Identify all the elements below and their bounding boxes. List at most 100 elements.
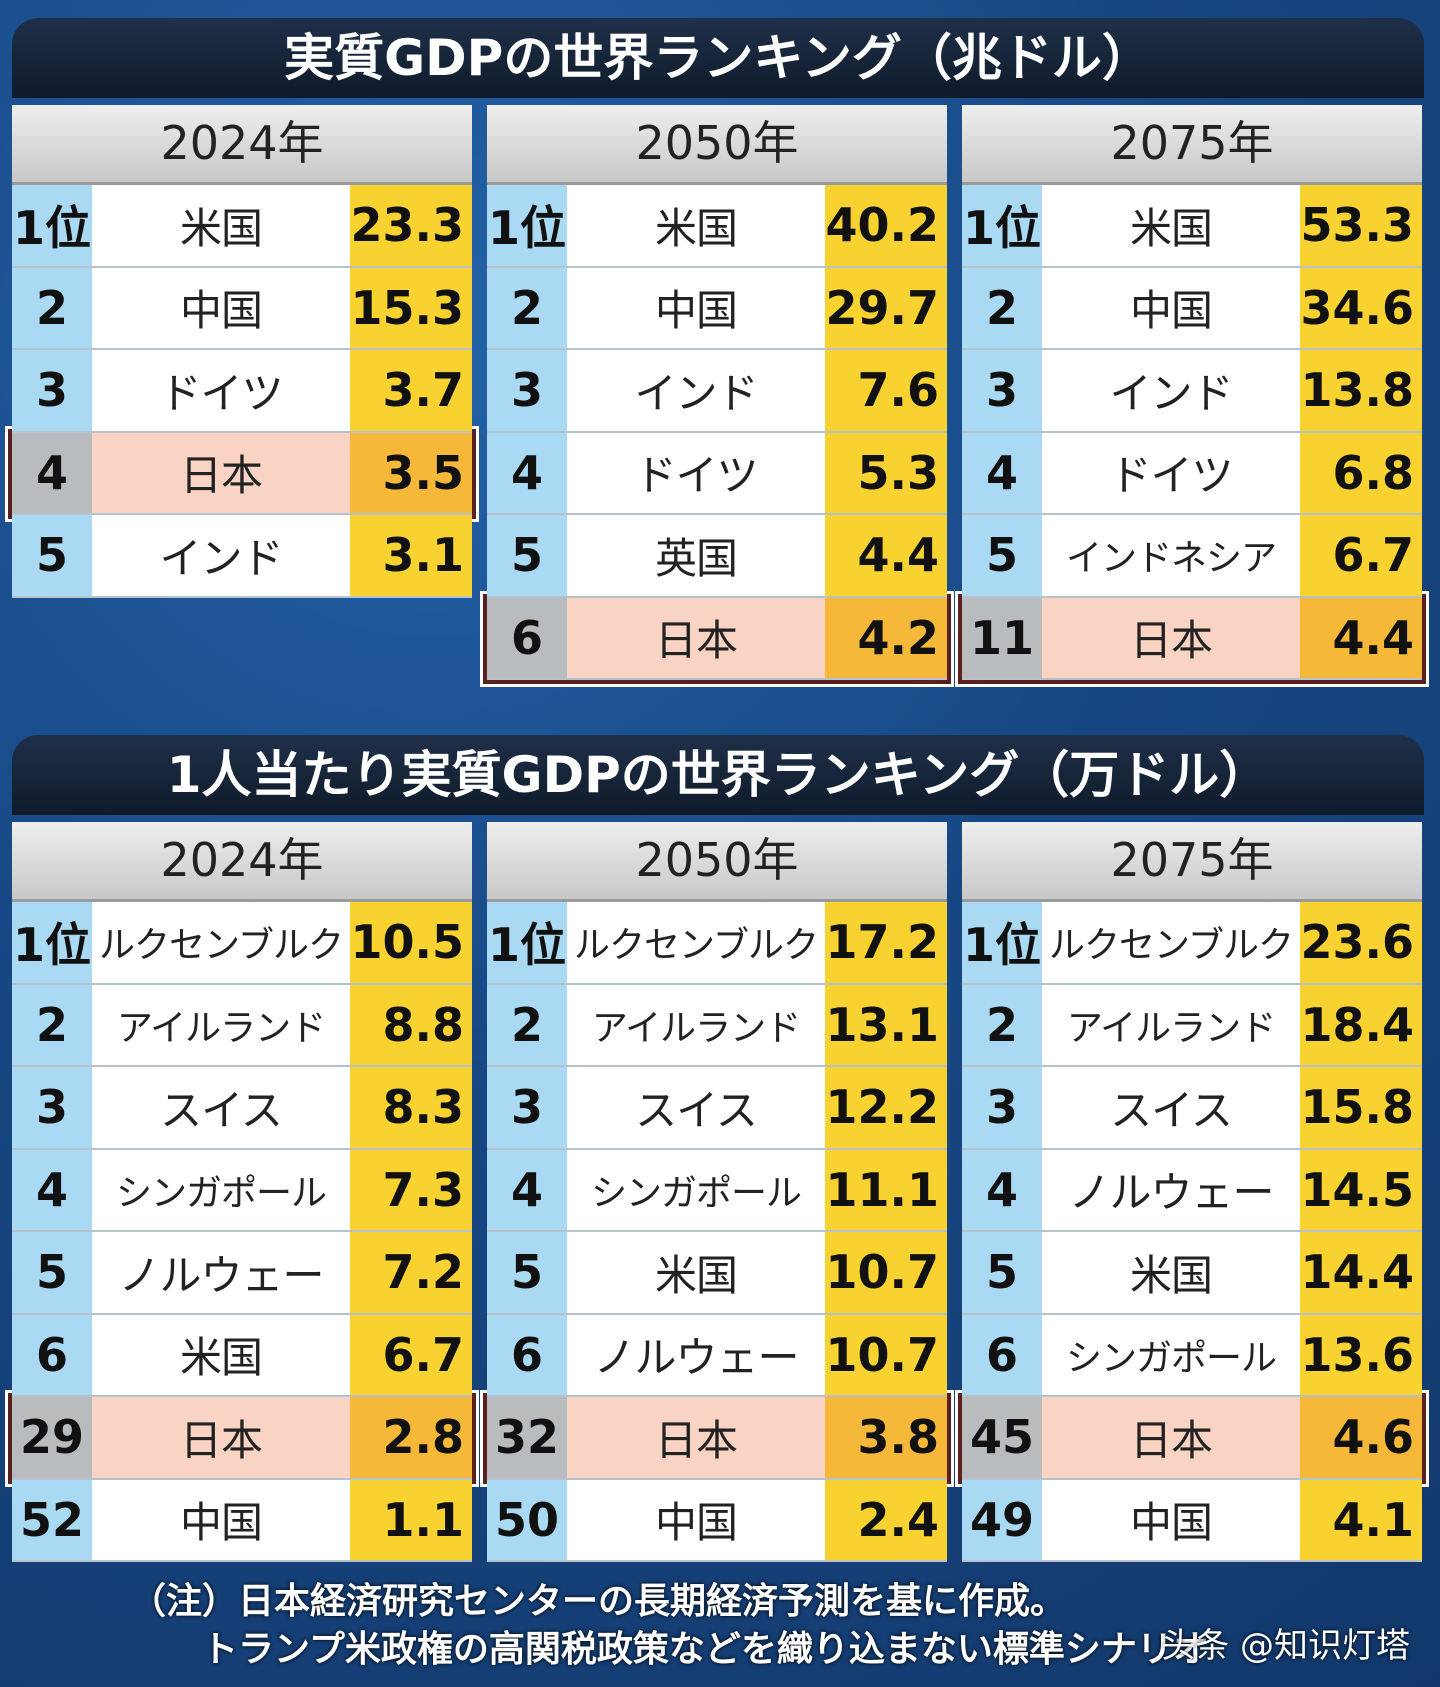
footnote: （注）日本経済研究センターの長期経済予測を基に作成。 トランプ米政権の高関税政策… <box>130 1578 1209 1674</box>
rank-cell: 1位 <box>962 902 1042 983</box>
rank-cell: 1位 <box>12 902 92 983</box>
country-cell: 米国 <box>179 203 263 253</box>
table-row: 2 アイルランド 18.4 <box>962 984 1422 1067</box>
table-row: 1位 ルクセンブルク 23.6 <box>962 902 1422 985</box>
value-cell: 1.1 <box>350 1479 472 1560</box>
table-column-gdp-per-capita-2024年: 2024年 1位 ルクセンブルク 10.5 2 アイルランド 8.8 3 スイス 8.3 4 シンガポ… <box>12 822 472 1562</box>
value-cell: 10.7 <box>825 1314 947 1395</box>
value-cell: 18.4 <box>1300 984 1422 1065</box>
section-title-gdp-per-capita: 1人当たり実質GDPの世界ランキング（万ドル） <box>12 735 1424 815</box>
country-cell: ルクセンブルク <box>1049 925 1294 967</box>
japan-row: 11 日本 4.4 <box>962 597 1422 680</box>
value-cell: 2.8 <box>350 1397 472 1478</box>
year-header: 2050年 <box>487 105 947 185</box>
country-cell: インド <box>634 368 758 418</box>
country-cell: 日本 <box>654 1415 738 1465</box>
footnote-line-2: トランプ米政権の高関税政策などを織り込まない標準シナリオ <box>202 1629 1209 1670</box>
country-cell: 米国 <box>1129 203 1213 253</box>
country-cell: 米国 <box>654 203 738 253</box>
rank-cell: 2 <box>487 267 567 348</box>
country-cell: スイス <box>635 1085 758 1135</box>
country-cell: 米国 <box>179 1333 263 1383</box>
table-row: 5 米国 10.7 <box>487 1232 947 1315</box>
country-cell: ドイツ <box>159 368 283 418</box>
value-cell: 10.7 <box>825 1232 947 1313</box>
rank-cell: 3 <box>487 1067 567 1148</box>
table-row: 6 ノルウェー 10.7 <box>487 1314 947 1397</box>
rank-cell: 2 <box>12 984 92 1065</box>
table-row: 5 英国 4.4 <box>487 515 947 598</box>
rank-cell: 1位 <box>487 902 567 983</box>
country-cell: インド <box>159 533 283 583</box>
table-row: 1位 米国 40.2 <box>487 185 947 268</box>
table-column-gdp-per-capita-2075年: 2075年 1位 ルクセンブルク 23.6 2 アイルランド 18.4 3 スイス 15.8 4 ノル… <box>962 822 1422 1562</box>
table-column-gdp-2050年: 2050年 1位 米国 40.2 2 中国 29.7 3 インド 7.6 4 ドイツ 5.3 5 英国 4.4… <box>487 105 947 680</box>
rank-cell: 3 <box>12 350 92 431</box>
value-cell: 6.7 <box>350 1314 472 1395</box>
table-row: 2 中国 34.6 <box>962 267 1422 350</box>
country-cell: 米国 <box>654 1250 738 1300</box>
footnote-line-1: （注）日本経済研究センターの長期経済予測を基に作成。 <box>130 1581 1067 1622</box>
rank-cell: 4 <box>962 432 1042 513</box>
value-cell: 15.8 <box>1300 1067 1422 1148</box>
year-header: 2024年 <box>12 822 472 902</box>
country-cell: 日本 <box>179 1415 263 1465</box>
value-cell: 34.6 <box>1300 267 1422 348</box>
value-cell: 6.8 <box>1300 432 1422 513</box>
table-row: 4 シンガポール 7.3 <box>12 1149 472 1232</box>
rank-cell: 32 <box>487 1397 567 1478</box>
country-cell: アイルランド <box>591 1007 801 1049</box>
year-header: 2075年 <box>962 822 1422 902</box>
rank-cell: 5 <box>12 515 92 596</box>
value-cell: 13.8 <box>1300 350 1422 431</box>
table-row: 3 スイス 8.3 <box>12 1067 472 1150</box>
country-cell: 中国 <box>1129 286 1213 336</box>
value-cell: 4.6 <box>1300 1397 1422 1478</box>
country-cell: インド <box>1109 368 1233 418</box>
japan-row: 45 日本 4.6 <box>962 1397 1422 1480</box>
value-cell: 53.3 <box>1300 185 1422 266</box>
table-row: 3 スイス 12.2 <box>487 1067 947 1150</box>
year-header: 2075年 <box>962 105 1422 185</box>
value-cell: 8.8 <box>350 984 472 1065</box>
value-cell: 10.5 <box>350 902 472 983</box>
country-cell: ノルウェー <box>118 1250 324 1300</box>
country-cell: ドイツ <box>634 451 758 501</box>
table-row: 4 ドイツ 6.8 <box>962 432 1422 515</box>
value-cell: 8.3 <box>350 1067 472 1148</box>
table-row: 49 中国 4.1 <box>962 1479 1422 1562</box>
country-cell: 中国 <box>654 1498 738 1548</box>
rank-cell: 4 <box>487 432 567 513</box>
country-cell: シンガポール <box>1065 1337 1277 1379</box>
rank-cell: 3 <box>12 1067 92 1148</box>
country-cell: 日本 <box>654 616 738 666</box>
table-row: 4 ノルウェー 14.5 <box>962 1149 1422 1232</box>
table-row: 1位 ルクセンブルク 10.5 <box>12 902 472 985</box>
value-cell: 7.3 <box>350 1149 472 1230</box>
rank-cell: 5 <box>487 515 567 596</box>
table-row: 1位 米国 23.3 <box>12 185 472 268</box>
value-cell: 4.1 <box>1300 1479 1422 1560</box>
rank-cell: 50 <box>487 1479 567 1560</box>
rank-cell: 1位 <box>12 185 92 266</box>
value-cell: 3.8 <box>825 1397 947 1478</box>
country-cell: 日本 <box>1129 616 1213 666</box>
country-cell: ドイツ <box>1109 451 1233 501</box>
rank-cell: 5 <box>962 515 1042 596</box>
value-cell: 14.4 <box>1300 1232 1422 1313</box>
rank-cell: 2 <box>12 267 92 348</box>
rank-cell: 4 <box>12 432 92 513</box>
table-column-gdp-per-capita-2050年: 2050年 1位 ルクセンブルク 17.2 2 アイルランド 13.1 3 スイス 12.2 4 シン… <box>487 822 947 1562</box>
country-cell: シンガポール <box>115 1172 327 1214</box>
table-row: 50 中国 2.4 <box>487 1479 947 1562</box>
value-cell: 3.7 <box>350 350 472 431</box>
value-cell: 17.2 <box>825 902 947 983</box>
rank-cell: 1位 <box>962 185 1042 266</box>
country-cell: スイス <box>1110 1085 1233 1135</box>
rank-cell: 3 <box>487 350 567 431</box>
value-cell: 5.3 <box>825 432 947 513</box>
value-cell: 15.3 <box>350 267 472 348</box>
country-cell: 中国 <box>179 1498 263 1548</box>
table-row: 5 インド 3.1 <box>12 515 472 598</box>
rank-cell: 1位 <box>487 185 567 266</box>
